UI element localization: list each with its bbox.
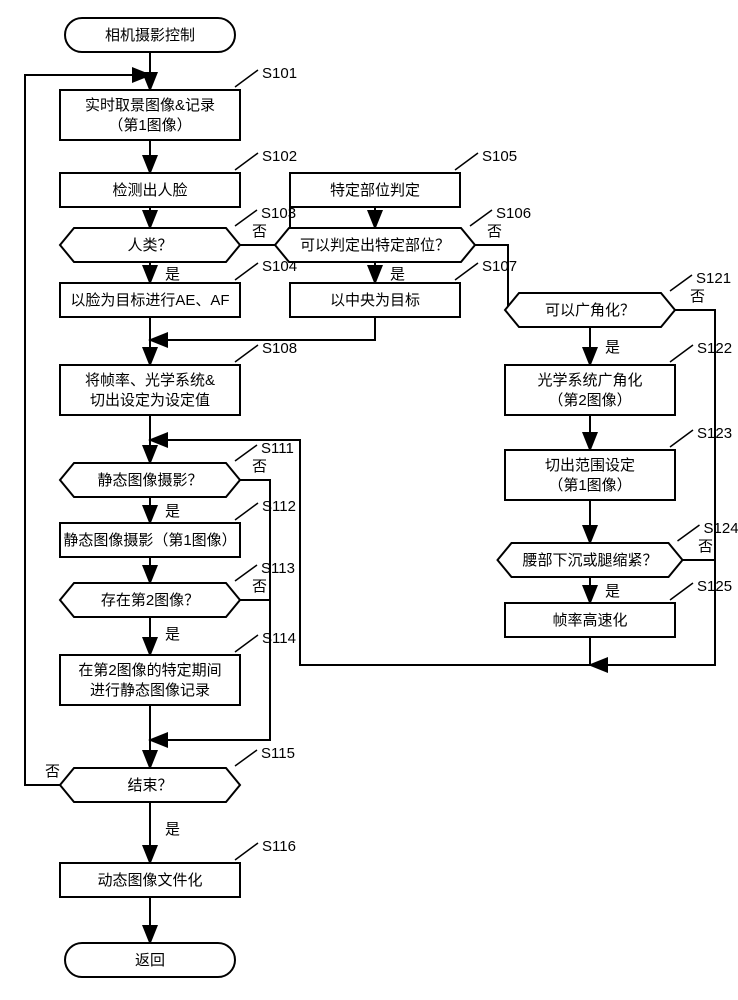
- svg-text:S124: S124: [704, 520, 738, 537]
- svg-text:是: 是: [165, 821, 180, 838]
- svg-text:结束？: 结束？: [127, 777, 172, 794]
- svg-text:S123: S123: [697, 425, 732, 442]
- svg-text:否: 否: [252, 578, 267, 595]
- svg-text:是: 是: [165, 503, 180, 520]
- svg-text:人类？: 人类？: [127, 237, 172, 254]
- svg-text:特定部位判定: 特定部位判定: [330, 182, 420, 199]
- svg-text:以脸为目标进行AE、AF: 以脸为目标进行AE、AF: [70, 292, 229, 309]
- svg-text:S106: S106: [496, 205, 531, 222]
- svg-text:切出范围设定: 切出范围设定: [545, 457, 635, 474]
- svg-text:S105: S105: [482, 148, 517, 165]
- svg-text:S113: S113: [261, 560, 295, 577]
- svg-text:S116: S116: [262, 838, 296, 855]
- svg-text:以中央为目标: 以中央为目标: [330, 292, 420, 309]
- svg-text:是: 是: [165, 626, 180, 643]
- svg-text:存在第2图像？: 存在第2图像？: [101, 591, 199, 609]
- svg-text:S112: S112: [262, 498, 296, 515]
- svg-text:将帧率、光学系统&: 将帧率、光学系统&: [85, 372, 215, 389]
- svg-text:静态图像摄影（第1图像）: 静态图像摄影（第1图像）: [63, 531, 236, 549]
- svg-text:S121: S121: [696, 270, 731, 287]
- svg-text:S108: S108: [262, 340, 297, 357]
- svg-text:S103: S103: [261, 205, 296, 222]
- svg-text:否: 否: [690, 288, 705, 305]
- svg-text:是: 是: [605, 583, 620, 600]
- svg-text:是: 是: [605, 339, 620, 356]
- svg-text:可以判定出特定部位？: 可以判定出特定部位？: [300, 237, 450, 254]
- svg-text:否: 否: [487, 223, 502, 240]
- svg-text:S111: S111: [261, 440, 294, 457]
- svg-text:腰部下沉或腿缩紧？: 腰部下沉或腿缩紧？: [522, 552, 657, 569]
- svg-text:S107: S107: [482, 258, 517, 275]
- svg-text:否: 否: [45, 763, 60, 780]
- svg-text:S122: S122: [697, 340, 732, 357]
- svg-text:返回: 返回: [135, 952, 165, 969]
- svg-text:（第2图像）: （第2图像）: [548, 391, 631, 409]
- svg-text:帧率高速化: 帧率高速化: [552, 612, 627, 629]
- svg-text:相机摄影控制: 相机摄影控制: [105, 27, 195, 44]
- svg-text:（第1图像）: （第1图像）: [108, 116, 191, 134]
- svg-text:否: 否: [252, 223, 267, 240]
- svg-text:是: 是: [165, 266, 180, 283]
- svg-text:检测出人脸: 检测出人脸: [112, 182, 187, 199]
- svg-text:实时取景图像&记录: 实时取景图像&记录: [85, 97, 215, 114]
- svg-text:可以广角化？: 可以广角化？: [545, 302, 635, 319]
- svg-text:S114: S114: [262, 630, 296, 647]
- svg-text:切出设定为设定值: 切出设定为设定值: [90, 392, 210, 409]
- svg-text:在第2图像的特定期间: 在第2图像的特定期间: [78, 661, 221, 679]
- svg-text:进行静态图像记录: 进行静态图像记录: [90, 682, 210, 699]
- svg-text:静态图像摄影？: 静态图像摄影？: [97, 472, 202, 489]
- svg-text:动态图像文件化: 动态图像文件化: [97, 872, 202, 889]
- svg-text:否: 否: [252, 458, 267, 475]
- svg-text:光学系统广角化: 光学系统广角化: [537, 372, 642, 389]
- svg-text:（第1图像）: （第1图像）: [548, 476, 631, 494]
- svg-text:S115: S115: [261, 745, 295, 762]
- svg-text:否: 否: [698, 538, 713, 555]
- svg-text:S101: S101: [262, 65, 297, 82]
- svg-text:S102: S102: [262, 148, 297, 165]
- svg-text:是: 是: [390, 266, 405, 283]
- svg-text:S125: S125: [697, 578, 732, 595]
